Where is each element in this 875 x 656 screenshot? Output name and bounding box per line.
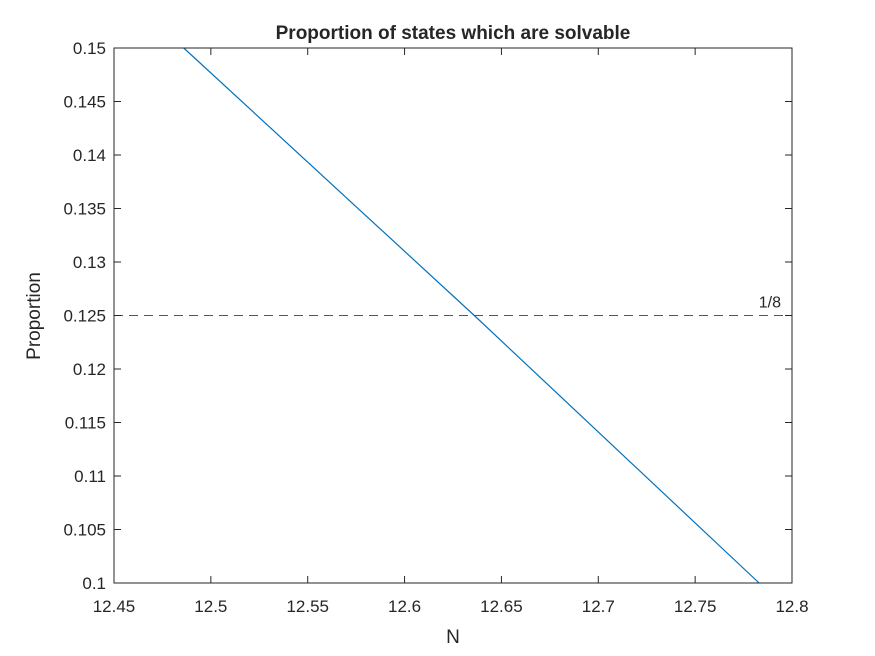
y-tick-label: 0.13: [73, 253, 106, 272]
reference-line-group: 1/8: [114, 295, 792, 316]
x-ticks: 12.45 12.5 12.55 12.6 12.65 12.7 12.75 12.8: [93, 48, 809, 616]
y-ticks: 0.1 0.105 0.11 0.115 0.12 0.125 0.13 0.135 0.14 0…: [63, 39, 792, 593]
x-tick-label: 12.8: [775, 597, 808, 616]
x-tick-label: 12.65: [480, 597, 523, 616]
y-tick-label: 0.145: [63, 93, 106, 112]
y-tick-label: 0.1: [82, 574, 106, 593]
y-tick-label: 0.14: [73, 146, 106, 165]
x-tick-label: 12.45: [93, 597, 136, 616]
y-axis-label: Proportion: [24, 272, 45, 360]
reference-line-label: 1/8: [759, 295, 781, 312]
y-tick-label: 0.105: [63, 521, 106, 540]
y-tick-label: 0.12: [73, 360, 106, 379]
x-tick-label: 12.75: [674, 597, 717, 616]
chart-title: Proportion of states which are solvable: [276, 23, 631, 44]
y-tick-label: 0.135: [63, 200, 106, 219]
y-tick-label: 0.115: [65, 414, 106, 433]
x-axis-label: N: [446, 627, 460, 648]
y-tick-label: 0.11: [74, 467, 106, 486]
x-tick-label: 12.5: [194, 597, 227, 616]
x-tick-label: 12.7: [582, 597, 615, 616]
y-tick-label: 0.125: [63, 307, 106, 326]
x-tick-label: 12.6: [388, 597, 421, 616]
x-tick-label: 12.55: [286, 597, 329, 616]
y-tick-label: 0.15: [73, 39, 106, 58]
